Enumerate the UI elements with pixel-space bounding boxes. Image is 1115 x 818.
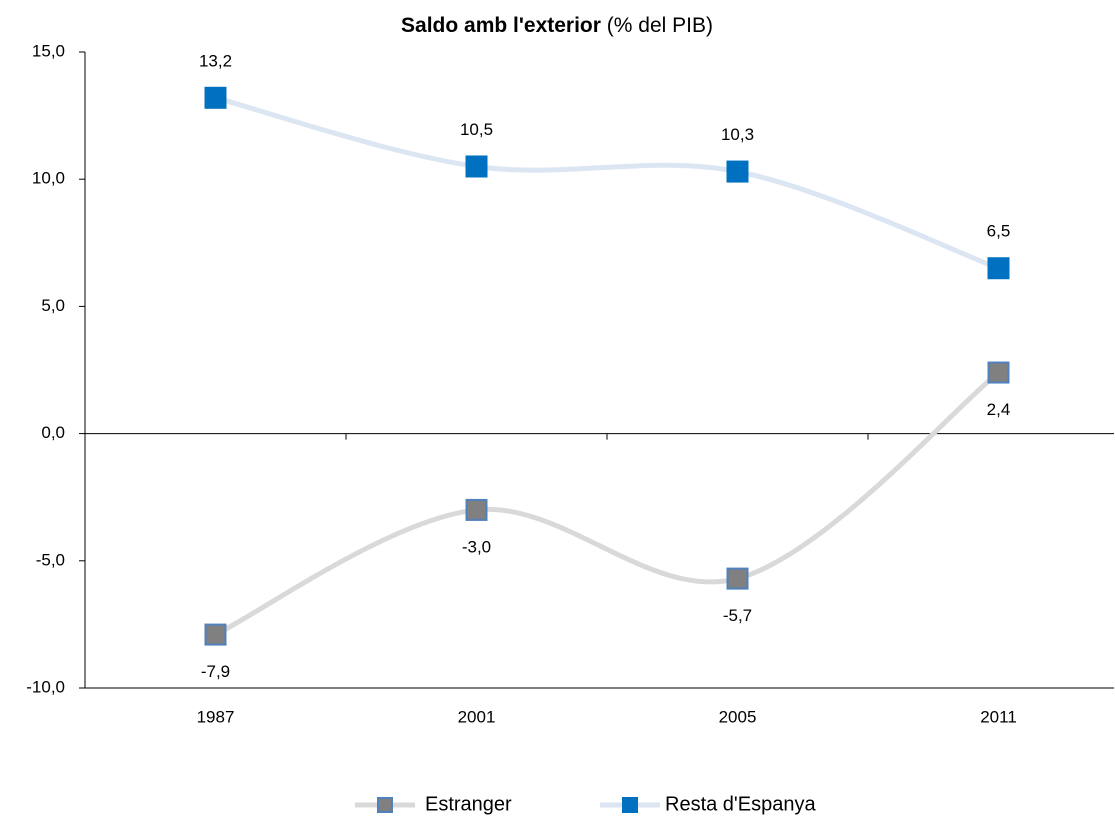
series-line — [214, 370, 1001, 637]
marker — [465, 498, 488, 521]
marker — [987, 361, 1010, 384]
y-tick-label: -10,0 — [26, 677, 65, 696]
marker — [726, 160, 749, 183]
data-label: 2,4 — [987, 400, 1011, 419]
marker — [622, 797, 638, 813]
x-tick-label: 1987 — [197, 707, 235, 726]
marker — [726, 567, 749, 590]
marker — [377, 797, 393, 813]
legend-label: Estranger — [425, 793, 512, 815]
data-label: 6,5 — [987, 222, 1011, 241]
chart-title-group: Saldo amb l'exterior (% del PIB) — [401, 14, 713, 37]
x-tick-label: 2011 — [980, 707, 1017, 726]
data-label: -7,9 — [201, 662, 230, 681]
x-tick-label: 2005 — [719, 707, 757, 726]
chart-title: Saldo amb l'exterior — [401, 14, 601, 37]
data-label: 10,3 — [721, 125, 754, 144]
y-tick-label: 0,0 — [41, 423, 65, 442]
marker — [465, 155, 488, 178]
marker — [204, 623, 227, 646]
y-tick-label: 10,0 — [32, 169, 65, 188]
y-tick-label: 15,0 — [32, 41, 65, 60]
data-label: -3,0 — [462, 537, 491, 556]
data-label: 10,5 — [460, 120, 493, 139]
y-tick-label: 5,0 — [41, 296, 65, 315]
marker — [987, 257, 1010, 280]
data-label: -5,7 — [723, 606, 752, 625]
series-line — [214, 95, 1000, 271]
data-label: 13,2 — [199, 51, 232, 70]
chart-subtitle: (% del PIB) — [607, 14, 713, 37]
x-tick-label: 2001 — [458, 707, 496, 726]
legend-label: Resta d'Espanya — [665, 793, 816, 815]
marker — [204, 86, 227, 109]
y-tick-label: -5,0 — [36, 550, 65, 569]
